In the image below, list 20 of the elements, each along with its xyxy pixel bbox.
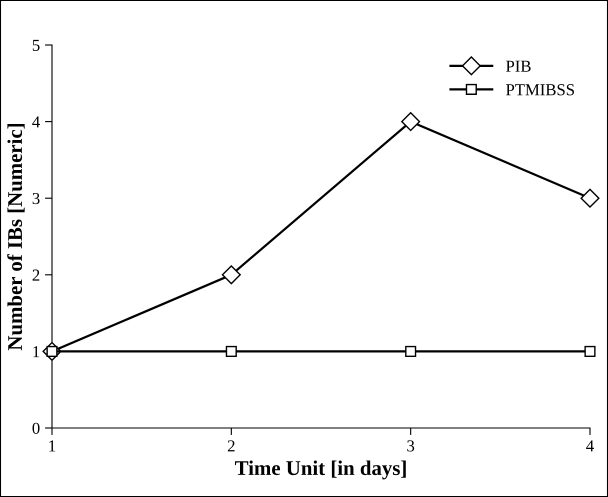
x-axis-title: Time Unit [in days]	[234, 460, 406, 480]
x-tick-label: 1	[49, 440, 56, 452]
x-tick-label: 3	[407, 440, 414, 452]
y-tick-label: 3	[32, 192, 40, 204]
y-axis-title: Number of IBs [Numeric]	[7, 124, 25, 350]
point	[405, 346, 416, 357]
y-tick-label: 1	[33, 346, 40, 358]
point	[222, 265, 241, 284]
y-tick-label: 0	[32, 422, 40, 434]
x-tick-label: 4	[586, 440, 594, 452]
point	[584, 346, 596, 357]
legend-label: PTMIBSS	[506, 84, 574, 96]
point	[580, 188, 600, 208]
y-tick-label: 4	[32, 116, 40, 128]
legend-label: PIB	[506, 60, 531, 72]
y-tick-label: 5	[32, 40, 40, 51]
x-tick-label: 2	[228, 440, 235, 452]
point	[401, 112, 420, 132]
point	[226, 346, 237, 357]
y-tick-label: 2	[32, 270, 40, 281]
